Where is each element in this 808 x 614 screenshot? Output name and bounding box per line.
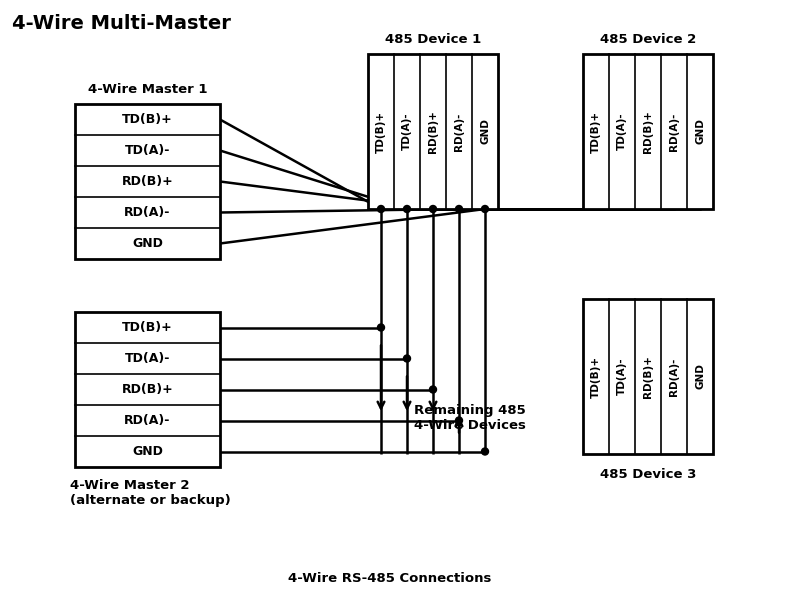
Bar [75,312,220,467]
Text: RD(A)-: RD(A)- [124,206,170,219]
Text: TD(A)-: TD(A)- [124,144,170,157]
Text: TD(B)+: TD(B)+ [376,111,386,152]
Bar [583,299,713,454]
Bar [75,104,220,259]
Text: GND: GND [480,119,490,144]
Text: RD(A)-: RD(A)- [124,414,170,427]
Text: TD(A)-: TD(A)- [402,113,412,150]
Text: TD(B)+: TD(B)+ [122,113,173,126]
Bar [368,54,498,209]
Text: 485 Device 3: 485 Device 3 [600,468,696,481]
Circle shape [456,206,462,212]
Text: TD(A)-: TD(A)- [617,358,627,395]
Circle shape [430,386,436,393]
Text: GND: GND [695,363,705,389]
Text: RD(A)-: RD(A)- [669,357,679,395]
Text: GND: GND [132,237,163,250]
Circle shape [403,206,410,212]
Circle shape [482,206,489,212]
Circle shape [482,448,489,455]
Bar [583,54,713,209]
Text: GND: GND [695,119,705,144]
Text: TD(B)+: TD(B)+ [591,111,601,152]
Text: TD(A)-: TD(A)- [124,352,170,365]
Text: 4-Wire RS-485 Connections: 4-Wire RS-485 Connections [288,572,492,586]
Text: 4-Wire Master 1: 4-Wire Master 1 [88,83,207,96]
Circle shape [456,417,462,424]
Text: RD(B)+: RD(B)+ [643,355,653,398]
Text: TD(B)+: TD(B)+ [591,356,601,397]
Circle shape [377,206,385,212]
Circle shape [403,355,410,362]
Text: 485 Device 2: 485 Device 2 [600,33,696,46]
Text: 4-Wire Master 2
(alternate or backup): 4-Wire Master 2 (alternate or backup) [70,479,231,507]
Text: RD(B)+: RD(B)+ [122,383,174,396]
Text: 485 Device 1: 485 Device 1 [385,33,481,46]
Circle shape [430,206,436,212]
Text: RD(A)-: RD(A)- [669,112,679,150]
Text: Remaining 485
4-Wire Devices: Remaining 485 4-Wire Devices [414,404,526,432]
Text: TD(B)+: TD(B)+ [122,321,173,334]
Text: RD(A)-: RD(A)- [454,112,464,150]
Text: GND: GND [132,445,163,458]
Text: RD(B)+: RD(B)+ [122,175,174,188]
Text: RD(B)+: RD(B)+ [428,110,438,153]
Text: TD(A)-: TD(A)- [617,113,627,150]
Circle shape [377,324,385,331]
Text: RD(B)+: RD(B)+ [643,110,653,153]
Text: 4-Wire Multi-Master: 4-Wire Multi-Master [12,14,231,33]
